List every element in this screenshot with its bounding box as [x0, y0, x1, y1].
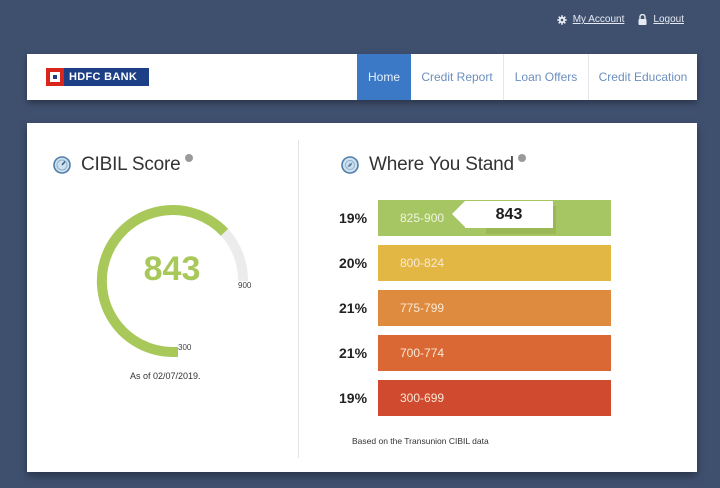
main-nav: Home Credit Report Loan Offers Credit Ed… [357, 54, 697, 100]
range-label: 775-799 [400, 301, 445, 315]
score-gauge [96, 205, 249, 357]
gauge-track [220, 228, 249, 282]
range-bar: 700-774 [378, 335, 611, 371]
range-label: 300-699 [400, 391, 445, 405]
distribution-row: 20% 800-824 [339, 245, 611, 281]
as-of-date: As of 02/07/2019. [130, 371, 201, 381]
gauge-max-label: 900 [238, 281, 252, 290]
nav-tab-loan-offers[interactable]: Loan Offers [503, 54, 588, 100]
logo-text: HDFC BANK [69, 71, 138, 83]
row-percentage: 19% [339, 210, 368, 226]
nav-tab-credit-report[interactable]: Credit Report [421, 70, 493, 84]
gauge-fill [96, 205, 229, 357]
gear-icon [557, 14, 567, 25]
range-bar: 825-900 843 [378, 200, 611, 236]
distribution-row: 21% 700-774 [339, 335, 611, 371]
hdfc-logo[interactable]: HDFC BANK [46, 68, 149, 86]
logout-label: Logout [653, 14, 684, 25]
cibil-score-title: CIBIL Score [53, 154, 193, 176]
info-icon[interactable] [517, 154, 526, 162]
row-percentage: 21% [339, 300, 368, 316]
info-icon[interactable] [184, 154, 193, 162]
distribution-row: 19% 825-900 843 [339, 200, 611, 236]
lock-icon [638, 14, 647, 25]
cibil-score-value: 843 [143, 250, 201, 288]
top-links: My Account Logout [557, 14, 684, 25]
row-percentage: 19% [339, 390, 368, 406]
row-percentage: 21% [339, 345, 368, 361]
cibil-score-heading: CIBIL Score [81, 154, 181, 175]
header-bar: HDFC BANK Home Credit Report Loan Offers… [27, 54, 697, 100]
range-label: 700-774 [400, 346, 445, 360]
distribution-row: 21% 775-799 [339, 290, 611, 326]
score-distribution: 19% 825-900 843 20% 800-824 21% 775-799 … [339, 200, 611, 425]
main-card: CIBIL Score 843 900 300 As of 02/07/2019… [27, 123, 697, 472]
range-bar: 775-799 [378, 290, 611, 326]
range-label: 825-900 [400, 211, 445, 225]
nav-tab-credit-education[interactable]: Credit Education [588, 54, 697, 100]
range-label: 800-824 [400, 256, 445, 270]
nav-tab-home[interactable]: Home [357, 54, 411, 100]
range-bar: 800-824 [378, 245, 611, 281]
where-you-stand-heading: Where You Stand [369, 154, 514, 175]
logout-link[interactable]: Logout [638, 14, 684, 25]
speedometer-icon [53, 156, 71, 174]
where-you-stand-title: Where You Stand [341, 154, 526, 176]
row-percentage: 20% [339, 255, 368, 271]
gauge-min-label: 300 [178, 343, 192, 352]
distribution-row: 19% 300-699 [339, 380, 611, 416]
compass-icon [341, 156, 359, 174]
section-divider [298, 140, 299, 458]
range-bar: 300-699 [378, 380, 611, 416]
data-source-note: Based on the Transunion CIBIL data [352, 436, 489, 446]
my-account-link[interactable]: My Account [557, 14, 625, 25]
hdfc-logo-mark-icon [46, 68, 64, 86]
your-score-callout: 843 [452, 201, 553, 228]
my-account-label: My Account [572, 14, 625, 25]
